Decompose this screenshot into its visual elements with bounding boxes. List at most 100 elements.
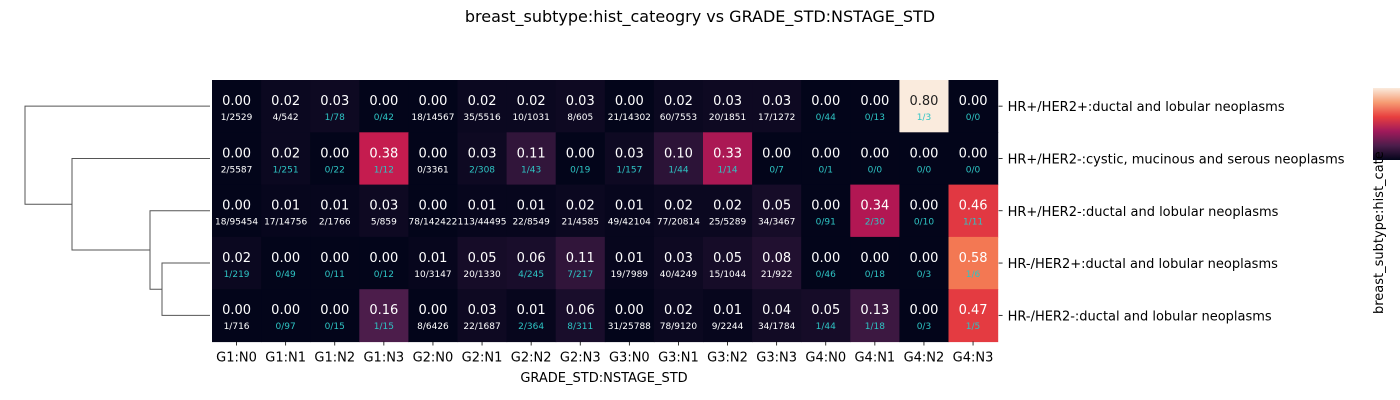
- cell-fraction-label: 60/7553: [660, 113, 697, 123]
- cell-value-label: 0.02: [517, 94, 546, 109]
- cell-value-label: 0.00: [369, 251, 398, 266]
- heatmap-cell: [359, 80, 409, 133]
- cell-value-label: 0.00: [909, 303, 938, 318]
- cell-value-label: 0.00: [418, 303, 447, 318]
- cell-fraction-label: 49/42104: [608, 218, 651, 228]
- cell-value-label: 0.03: [664, 251, 693, 266]
- cell-value-label: 0.58: [959, 251, 988, 266]
- cell-value-label: 0.00: [566, 146, 595, 161]
- heatmap-cell: [752, 289, 802, 343]
- heatmap-cell: [653, 80, 704, 133]
- cell-value-label: 0.00: [320, 251, 349, 266]
- cell-fraction-label: 0/0: [966, 165, 981, 175]
- heatmap-cell: [457, 289, 508, 343]
- cell-value-label: 0.05: [762, 199, 791, 214]
- cell-value-label: 0.80: [909, 94, 938, 109]
- cell-fraction-label: 34/1784: [758, 322, 796, 332]
- cell-value-label: 0.02: [713, 199, 742, 214]
- cell-fraction-label: 35/5516: [463, 113, 501, 123]
- x-axis-ticks: G1:N0 G1:N1 G1:N2 G1:N3 G2:N0 G2:N1 G2:N2 G2:N3…: [216, 341, 993, 366]
- cell-fraction-label: 17/14756: [264, 218, 307, 228]
- cell-fraction-label: 0/22: [325, 165, 345, 175]
- heatmap-cell: [801, 80, 851, 133]
- cell-fraction-label: 0/3361: [417, 165, 449, 175]
- y-tick-label: HR-/HER2+:ductal and lobular neoplasms: [1008, 257, 1279, 272]
- x-tick-label: G4:N2: [904, 351, 945, 366]
- heatmap-cell: [899, 184, 950, 238]
- x-tick-label: G1:N2: [314, 351, 355, 366]
- cell-fraction-label: 1/6: [966, 270, 981, 280]
- cell-value-label: 0.03: [762, 94, 791, 109]
- cell-fraction-label: 0/18: [865, 270, 885, 280]
- cell-fraction-label: 2/364: [518, 322, 544, 332]
- heatmap-cell: [457, 184, 508, 238]
- cell-fraction-label: 25/5289: [709, 218, 747, 228]
- heatmap-cell: [850, 289, 900, 343]
- cell-value-label: 0.00: [615, 303, 644, 318]
- heatmap-cell: [555, 80, 606, 133]
- cell-fraction-label: 0/15: [325, 322, 345, 332]
- heatmap-cell: [506, 236, 557, 290]
- heatmap-cell: [408, 236, 459, 290]
- heatmap-cell: [408, 132, 459, 186]
- heatmap-cell: [457, 236, 508, 290]
- heatmap-cell: [457, 132, 508, 186]
- cell-value-label: 0.01: [713, 303, 742, 318]
- cell-fraction-label: 22/1687: [463, 322, 500, 332]
- x-tick-label: G1:N3: [363, 351, 404, 366]
- cell-value-label: 0.00: [811, 199, 840, 214]
- heatmap-cell: [359, 289, 409, 343]
- cell-value-label: 0.00: [271, 303, 300, 318]
- heatmap-cell: [261, 132, 311, 186]
- x-tick-label: G2:N3: [560, 351, 601, 366]
- heatmap-cell: [948, 236, 999, 290]
- x-tick-label: G2:N1: [462, 351, 503, 366]
- cell-value-label: 0.02: [664, 199, 693, 214]
- y-tick-label: HR+/HER2+:ductal and lobular neoplasms: [1008, 100, 1285, 115]
- x-axis-label: GRADE_STD:NSTAGE_STD: [520, 371, 687, 386]
- cell-value-label: 0.11: [517, 146, 546, 161]
- x-tick-label: G1:N0: [216, 351, 257, 366]
- x-tick-label: G1:N1: [265, 351, 306, 366]
- cell-value-label: 0.02: [566, 199, 595, 214]
- cell-value-label: 0.00: [860, 251, 889, 266]
- cell-value-label: 0.00: [811, 251, 840, 266]
- cell-value-label: 0.01: [517, 303, 546, 318]
- heatmap-cell: [408, 80, 459, 133]
- cell-value-label: 0.00: [271, 251, 300, 266]
- heatmap-cell: [604, 289, 655, 343]
- cell-value-label: 0.00: [418, 146, 447, 161]
- cell-value-label: 0.03: [615, 146, 644, 161]
- cell-fraction-label: 0/19: [570, 165, 590, 175]
- heatmap-cell: [850, 80, 900, 133]
- cell-fraction-label: 1/11: [963, 218, 983, 228]
- cell-fraction-label: 15/1044: [709, 270, 747, 280]
- cell-fraction-label: 1/15: [374, 322, 394, 332]
- cell-value-label: 0.01: [517, 199, 546, 214]
- cell-value-label: 0.00: [860, 94, 889, 109]
- cell-value-label: 0.08: [762, 251, 791, 266]
- heatmap-cell: [850, 132, 900, 186]
- cell-value-label: 0.33: [713, 146, 742, 161]
- cell-fraction-label: 0/0: [917, 165, 932, 175]
- heatmap-cell: [752, 236, 802, 290]
- cell-value-label: 0.01: [468, 199, 497, 214]
- heatmap-cell: [703, 236, 753, 290]
- cell-fraction-label: 78/142422: [409, 218, 458, 228]
- x-tick-label: G3:N1: [658, 351, 699, 366]
- cell-value-label: 0.11: [566, 251, 595, 266]
- cell-fraction-label: 18/95454: [215, 218, 258, 228]
- cell-fraction-label: 20/1330: [463, 270, 501, 280]
- colorbar-gradient: [1373, 88, 1400, 160]
- cell-value-label: 0.00: [811, 94, 840, 109]
- cell-fraction-label: 7/217: [567, 270, 593, 280]
- heatmap-cell: [899, 80, 950, 133]
- cell-fraction-label: 10/3147: [414, 270, 451, 280]
- y-tick-label: HR+/HER2-:ductal and lobular neoplasms: [1008, 205, 1279, 220]
- cell-value-label: 0.03: [369, 199, 398, 214]
- heatmap-cell: [703, 184, 753, 238]
- heatmap-cell: [408, 289, 459, 343]
- cell-value-label: 0.02: [222, 251, 251, 266]
- heatmap-cell: [261, 184, 311, 238]
- colorbar: [1373, 88, 1400, 160]
